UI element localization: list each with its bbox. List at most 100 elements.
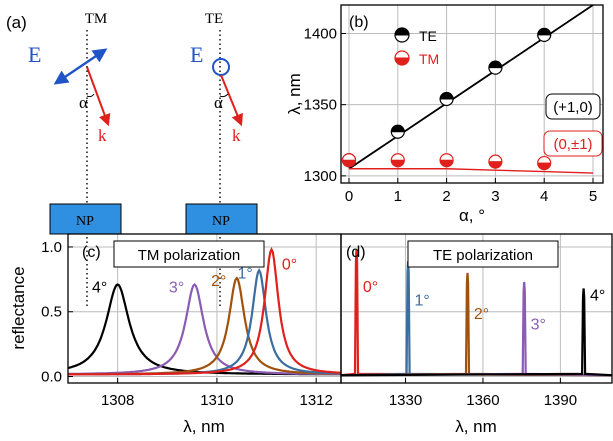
c-tick-label-x-1312: 1312 [299, 392, 332, 409]
tm-title: TM [85, 11, 108, 27]
te-angle-arc [219, 93, 229, 98]
legend-tm-label: TM [419, 51, 439, 67]
panel-d-title-box [407, 240, 559, 268]
b-point-tm-4 [537, 155, 552, 171]
b-fit-line-1-0 [348, 4, 594, 170]
te-k-label: k [232, 126, 241, 145]
b-point-te-4-fill [537, 28, 551, 35]
panel-a-label: (a) [6, 13, 27, 32]
b-tick-label-y-1400: 1400 [304, 25, 337, 42]
panel-c-ylabel: reflectance [9, 266, 28, 349]
legend-te-marker [394, 27, 410, 43]
c-tick-label-x-1308: 1308 [101, 392, 134, 409]
order-tm-box [543, 130, 603, 157]
d-tick-label-x-1360: 1360 [466, 392, 499, 409]
d-series-label-4: 4° [590, 287, 605, 304]
b-tick-label-x-0: 0 [345, 188, 353, 205]
c-tick-label-x-1310: 1310 [200, 392, 233, 409]
te-k-arrow [220, 74, 243, 127]
order-te-label: (+1,0) [553, 99, 593, 116]
panel-d-chart: 1330 1360 1390 (d) TE polarization 0° 1° 2° 3… [340, 233, 613, 436]
te-angle-label: α [214, 93, 223, 112]
legend-tm-marker-fill [395, 58, 409, 65]
tm-field-label: E [28, 42, 41, 67]
b-point-te-2-fill [440, 92, 454, 99]
b-point-tm-2 [439, 153, 454, 168]
d-tick-label-x-1330: 1330 [389, 392, 422, 409]
c-series-label-3: 3° [169, 280, 184, 297]
b-tick-label-x-5: 5 [589, 188, 597, 205]
c-series-label-1: 1° [237, 265, 252, 282]
panel-d-frame [340, 233, 613, 384]
panel-c-chart: 1308 1310 1312 0.0 0.5 1.0 (c) TM polarizatio… [9, 233, 342, 436]
tm-field-arrow [53, 48, 108, 85]
d-curve-3 [340, 281, 613, 377]
te-np-label: NP [212, 214, 230, 229]
c-curve-0 [68, 246, 342, 376]
panel-b-ylabel: λ, nm [285, 73, 304, 115]
b-tick-label-y-1300: 1300 [304, 168, 337, 185]
b-tick-label-x-2: 2 [442, 188, 450, 205]
b-point-tm-3 [488, 154, 503, 169]
b-point-tm-1-fill [391, 160, 405, 167]
c-series-label-2: 2° [211, 273, 226, 290]
panel-c-label: (c) [82, 244, 101, 261]
tm-angle-label: α [79, 93, 88, 112]
b-fit-line-0-1 [349, 168, 594, 174]
panel-c-title: TM polarization [138, 247, 241, 264]
b-tick-label-y-1350: 1350 [304, 97, 337, 114]
b-point-te-2 [439, 91, 454, 107]
d-curve-2 [340, 272, 613, 377]
b-point-te-4 [537, 27, 552, 43]
c-curve-3 [68, 282, 341, 376]
panel-b-legend: TE TM [394, 27, 439, 67]
b-tick-label-x-4: 4 [540, 188, 548, 205]
b-point-te-1-fill [391, 125, 405, 132]
d-series-label-3: 3° [531, 316, 546, 333]
order-te-box [545, 93, 601, 120]
tm-angle-arc [86, 93, 95, 98]
b-point-tm-3-fill [488, 161, 502, 169]
c-tick-label-y-1-0: 1.0 [41, 239, 62, 256]
d-tick-label-x-1390: 1390 [544, 392, 577, 409]
d-curve-4 [340, 288, 613, 377]
te-title: TE [205, 11, 223, 27]
b-point-tm-0-fill [342, 160, 356, 167]
panel-b-label: (b) [349, 14, 369, 31]
b-point-tm-4-fill [537, 163, 551, 170]
b-point-te-3 [488, 60, 503, 75]
panel-c-xlabel: λ, nm [183, 417, 225, 436]
d-series-label-1: 1° [414, 292, 429, 309]
tm-k-label: k [98, 126, 107, 145]
c-series-label-4: 4° [92, 280, 107, 297]
legend-tm-marker [394, 50, 410, 66]
panel-c-title-box [113, 240, 265, 268]
panel-b-frame [340, 4, 604, 184]
b-point-tm-2-fill [440, 160, 454, 167]
panel-b-chart: 0 1 2 3 4 5 1300 1350 1400 (b) TE TM (+1,0) (0,±… [285, 4, 604, 225]
c-series-label-0: 0° [282, 257, 297, 274]
d-series-label-2: 2° [474, 306, 489, 323]
legend-te-label: TE [419, 28, 437, 44]
panel-b-xlabel: α, ° [459, 206, 485, 225]
te-nanoparticle [185, 203, 258, 235]
c-tick-label-y-0-5: 0.5 [41, 304, 62, 321]
panel-d-title: TE polarization [433, 247, 533, 264]
panel-d-xlabel: λ, nm [455, 417, 497, 436]
d-series-label-0: 0° [363, 279, 378, 296]
b-tick-label-x-3: 3 [491, 188, 499, 205]
order-tm-label: (0,±1) [553, 136, 592, 153]
c-tick-label-y-0-0: 0.0 [41, 369, 62, 386]
te-field-circle [212, 58, 230, 76]
tm-k-arrow [86, 66, 111, 127]
b-point-tm-1 [390, 153, 405, 168]
legend-te-marker-fill [395, 28, 409, 35]
b-point-tm-0 [341, 153, 357, 168]
tm-np-label: NP [76, 214, 94, 229]
b-point-te-3-fill [488, 61, 502, 68]
te-field-label: E [190, 42, 203, 67]
b-tick-label-x-1: 1 [394, 188, 402, 205]
panel-d-label: (d) [346, 244, 366, 261]
b-point-te-1 [390, 124, 405, 139]
